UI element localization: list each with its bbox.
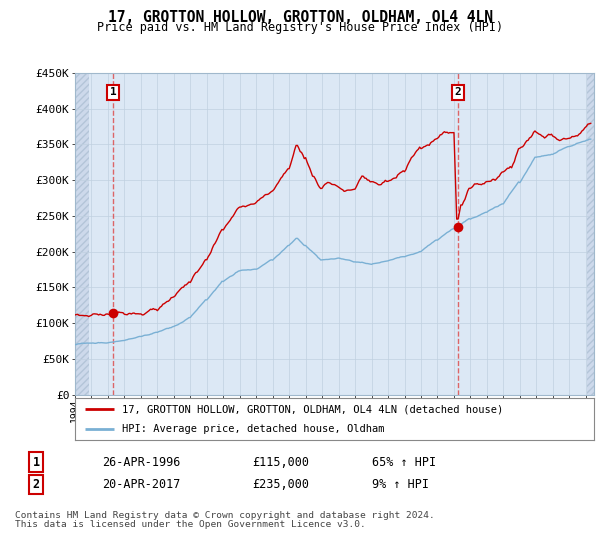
Text: 1: 1 bbox=[110, 87, 116, 97]
Text: This data is licensed under the Open Government Licence v3.0.: This data is licensed under the Open Gov… bbox=[15, 520, 366, 529]
Text: 20-APR-2017: 20-APR-2017 bbox=[102, 478, 181, 491]
Text: 26-APR-1996: 26-APR-1996 bbox=[102, 455, 181, 469]
Text: 2: 2 bbox=[32, 478, 40, 491]
Text: 9% ↑ HPI: 9% ↑ HPI bbox=[372, 478, 429, 491]
Text: 17, GROTTON HOLLOW, GROTTON, OLDHAM, OL4 4LN (detached house): 17, GROTTON HOLLOW, GROTTON, OLDHAM, OL4… bbox=[122, 404, 503, 414]
Text: 1: 1 bbox=[32, 455, 40, 469]
Text: £115,000: £115,000 bbox=[252, 455, 309, 469]
Bar bbox=[587, 73, 594, 395]
Text: 2: 2 bbox=[455, 87, 461, 97]
Text: 65% ↑ HPI: 65% ↑ HPI bbox=[372, 455, 436, 469]
Bar bbox=[75, 73, 89, 395]
Text: HPI: Average price, detached house, Oldham: HPI: Average price, detached house, Oldh… bbox=[122, 424, 384, 434]
Text: Price paid vs. HM Land Registry's House Price Index (HPI): Price paid vs. HM Land Registry's House … bbox=[97, 21, 503, 34]
Text: Contains HM Land Registry data © Crown copyright and database right 2024.: Contains HM Land Registry data © Crown c… bbox=[15, 511, 435, 520]
Text: 17, GROTTON HOLLOW, GROTTON, OLDHAM, OL4 4LN: 17, GROTTON HOLLOW, GROTTON, OLDHAM, OL4… bbox=[107, 10, 493, 25]
Text: £235,000: £235,000 bbox=[252, 478, 309, 491]
